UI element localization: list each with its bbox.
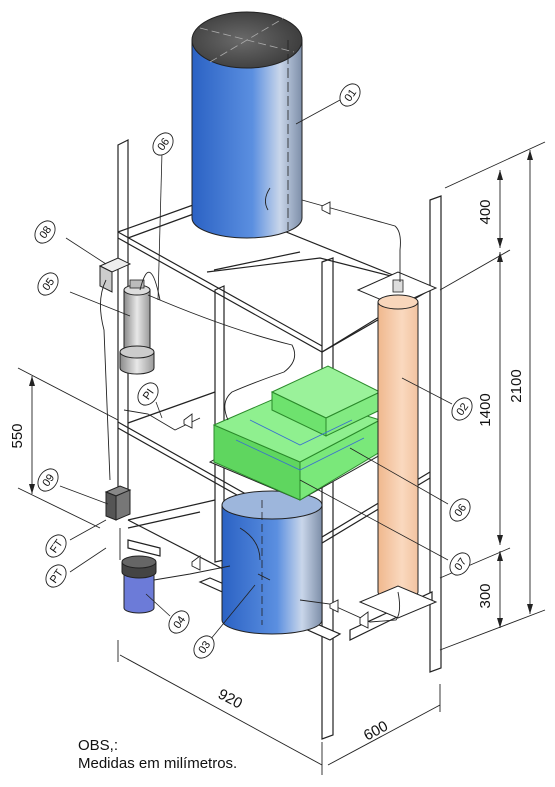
callout-07: 07 [452, 556, 469, 573]
flow-transmitter-09 [104, 485, 132, 521]
notes-line-2: Medidas em milímetros. [78, 755, 238, 772]
callout-06-top: 06 [155, 136, 172, 153]
valves [183, 201, 369, 629]
callout-05: 05 [40, 276, 57, 293]
notes-line-1: OBS,: [78, 737, 119, 754]
dim-400: 400 [477, 199, 494, 224]
callout-03: 03 [196, 639, 213, 656]
callout-06-box: 06 [452, 502, 469, 519]
heater-column-02 [356, 271, 438, 619]
dim-1400: 1400 [477, 393, 494, 426]
pump-04 [121, 555, 157, 614]
dimension-arrows [29, 150, 533, 628]
notes-block: OBS,: Medidas em milímetros. [78, 737, 237, 773]
dimension-lines [17, 141, 546, 775]
dim-920: 920 [215, 686, 245, 713]
dim-2100: 2100 [508, 369, 525, 402]
callout-08: 08 [37, 224, 54, 241]
callout-leaders [59, 99, 453, 641]
dim-300: 300 [477, 583, 494, 608]
lower-tank-03 [221, 490, 323, 635]
upper-tank-01 [191, 11, 303, 239]
callout-01: 01 [342, 87, 359, 104]
callout-09: 09 [40, 472, 57, 489]
dim-600: 600 [361, 718, 391, 745]
callout-02: 02 [454, 401, 471, 418]
callout-04: 04 [171, 614, 188, 631]
green-reservoir [208, 365, 384, 501]
controller-box-08 [98, 257, 132, 293]
dim-550: 550 [9, 423, 26, 448]
filter-05 [119, 279, 155, 375]
